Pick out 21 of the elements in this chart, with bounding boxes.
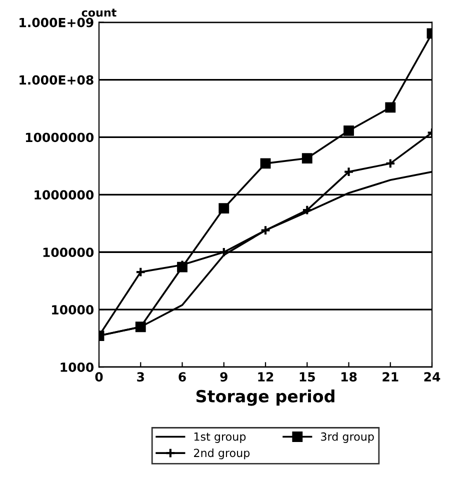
y-axis-title: count [82, 8, 116, 17]
legend-label: 1st group [194, 432, 246, 443]
legend-label: 3rd group [321, 432, 374, 443]
y-tick-label: 100000 [43, 248, 94, 258]
y-tick-label: 1.000E+09 [20, 18, 94, 28]
y-tick-label: 1000 [60, 362, 94, 372]
x-tick-label: 0 [95, 372, 103, 382]
x-tick-label: 24 [424, 372, 440, 382]
y-tick-label: 1000000 [34, 190, 94, 200]
y-tick-label: 1.000E+08 [20, 75, 94, 85]
x-tick-label: 3 [137, 372, 144, 382]
legend-label: 2nd group [194, 448, 250, 460]
x-tick-label: 9 [220, 372, 228, 382]
x-tick-label: 21 [382, 372, 398, 382]
x-axis-title: Storage period [196, 390, 334, 406]
x-tick-label: 18 [341, 372, 357, 382]
y-tick-label: 10000 [52, 305, 94, 315]
x-tick-label: 15 [300, 372, 315, 382]
x-tick-label: 12 [258, 372, 274, 382]
y-tick-label: 10000000 [26, 132, 94, 142]
x-tick-label: 6 [178, 372, 186, 382]
